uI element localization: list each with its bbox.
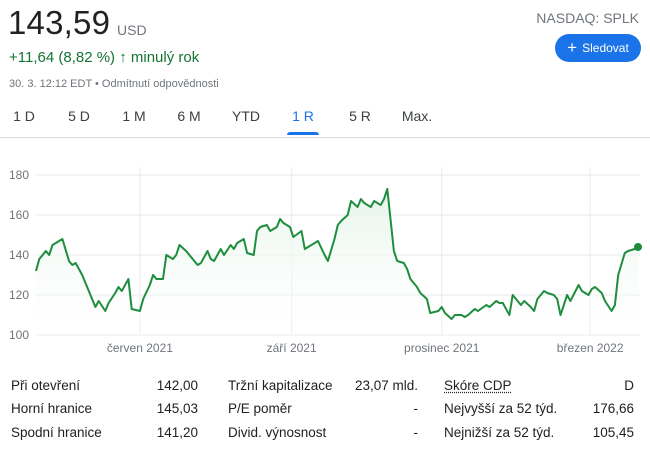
stat-value: - — [413, 425, 419, 440]
follow-label: Sledovat — [582, 41, 629, 55]
timestamp-disclaimer[interactable]: 30. 3. 12:12 EDT • Odmítnutí odpovědnost… — [9, 78, 219, 90]
x-tick-label: březen 2022 — [557, 341, 624, 355]
tab-1-m[interactable]: 1 M — [122, 108, 146, 124]
current-price: 143,59 — [8, 4, 111, 41]
price-chart[interactable]: 100 120 140 160 180 červen 2021 září 2021 prosi… — [0, 155, 650, 360]
stat-value: 176,66 — [592, 401, 634, 416]
stat-label: Tržní kapitalizace — [228, 378, 333, 393]
stat-value: 105,45 — [592, 425, 634, 440]
tabs-divider — [0, 137, 650, 138]
change-value: +11,64 (8,82 %) — [9, 49, 116, 66]
x-tick-label: prosinec 2021 — [404, 341, 480, 355]
stat-value: 141,20 — [156, 425, 198, 440]
last-price-marker — [634, 243, 642, 251]
stat-value: D — [624, 378, 634, 393]
x-tick-label: září 2021 — [267, 341, 317, 355]
stat-label: Nejvyšší za 52 týd. — [444, 401, 558, 416]
stat-value: - — [413, 401, 419, 416]
tab-5-d[interactable]: 5 D — [68, 108, 90, 124]
price-area-fill — [36, 189, 638, 335]
currency-label: USD — [117, 22, 147, 38]
y-tick-label: 140 — [9, 248, 29, 262]
stat-label: Při otevření — [11, 378, 81, 393]
stat-value: 142,00 — [156, 378, 198, 393]
price-change: +11,64 (8,82 %) ↑ minulý rok — [9, 49, 199, 66]
tab-ytd[interactable]: YTD — [232, 108, 260, 124]
stat-label: P/E poměr — [228, 401, 292, 416]
y-tick-label: 160 — [9, 208, 29, 222]
tab-max[interactable]: Max. — [401, 108, 433, 124]
x-tick-label: červen 2021 — [107, 341, 173, 355]
stat-label: Horní hranice — [11, 401, 93, 416]
stat-label[interactable]: Skóre CDP — [444, 378, 512, 393]
tab-6-m[interactable]: 6 M — [177, 108, 201, 124]
change-period: minulý rok — [130, 49, 200, 66]
y-tick-label: 100 — [9, 328, 29, 342]
active-tab-indicator — [287, 132, 319, 135]
stat-value: 23,07 mld. — [354, 378, 418, 393]
plus-icon: + — [567, 38, 578, 57]
follow-button[interactable]: + Sledovat — [555, 34, 641, 62]
stat-value: 145,03 — [156, 401, 198, 416]
tab-1-r[interactable]: 1 R — [292, 108, 314, 124]
tab-5-r[interactable]: 5 R — [349, 108, 371, 124]
stat-label: Spodní hranice — [11, 425, 102, 440]
price-line — [35, 188, 639, 320]
stat-label: Divid. výnosnost — [228, 425, 327, 440]
y-tick-label: 180 — [9, 168, 29, 182]
up-arrow-icon: ↑ — [119, 49, 127, 66]
y-tick-label: 120 — [9, 288, 29, 302]
tab-1-d[interactable]: 1 D — [13, 108, 35, 124]
stat-label: Nejnižší za 52 týd. — [444, 425, 555, 440]
ticker-symbol: NASDAQ: SPLK — [536, 10, 639, 26]
